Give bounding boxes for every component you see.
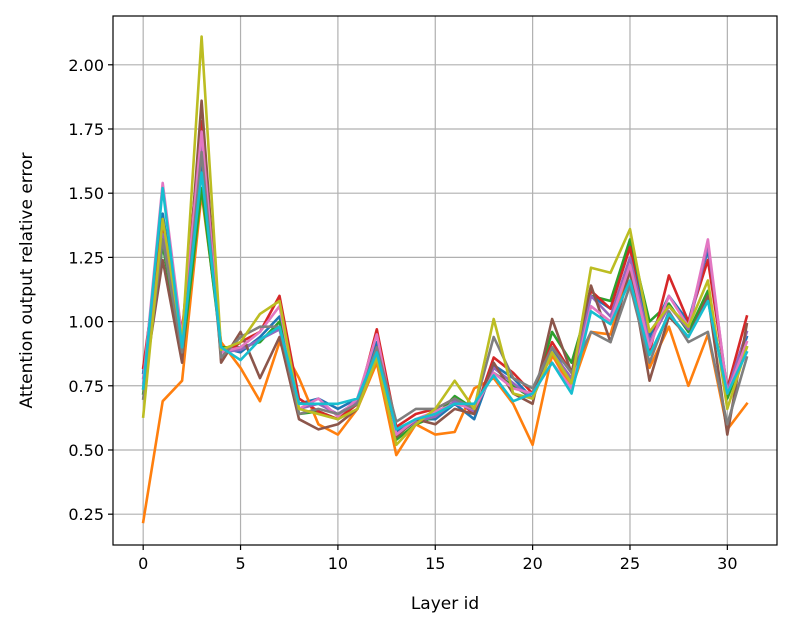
x-axis-label: Layer id: [411, 594, 479, 614]
x-tick-label: 10: [328, 554, 348, 573]
series-lines: [141, 35, 749, 524]
y-axis-label: Attention output relative error: [17, 152, 37, 408]
y-tick-label: 1.00: [68, 313, 104, 332]
x-axis: 0 5 10 15 20 25 30: [138, 545, 738, 573]
x-tick-label: 0: [138, 554, 148, 573]
x-tick-label: 30: [717, 554, 737, 573]
y-tick-label: 2.00: [68, 56, 104, 75]
x-tick-label: 5: [235, 554, 245, 573]
y-tick-label: 0.50: [68, 441, 104, 460]
plot-frame: [112, 15, 778, 546]
y-tick-label: 1.75: [68, 120, 104, 139]
x-tick-label: 15: [425, 554, 445, 573]
y-tick-label: 1.25: [68, 248, 104, 267]
y-axis: 0.25 0.50 0.75 1.00 1.25 1.50 1.75 2.00: [68, 56, 113, 524]
x-tick-label: 20: [522, 554, 542, 573]
series-line-10: [141, 171, 749, 431]
x-tick-label: 25: [620, 554, 640, 573]
y-tick-label: 0.75: [68, 377, 104, 396]
y-tick-label: 0.25: [68, 505, 104, 524]
y-tick-label: 1.50: [68, 184, 104, 203]
series-line-9: [141, 35, 749, 447]
